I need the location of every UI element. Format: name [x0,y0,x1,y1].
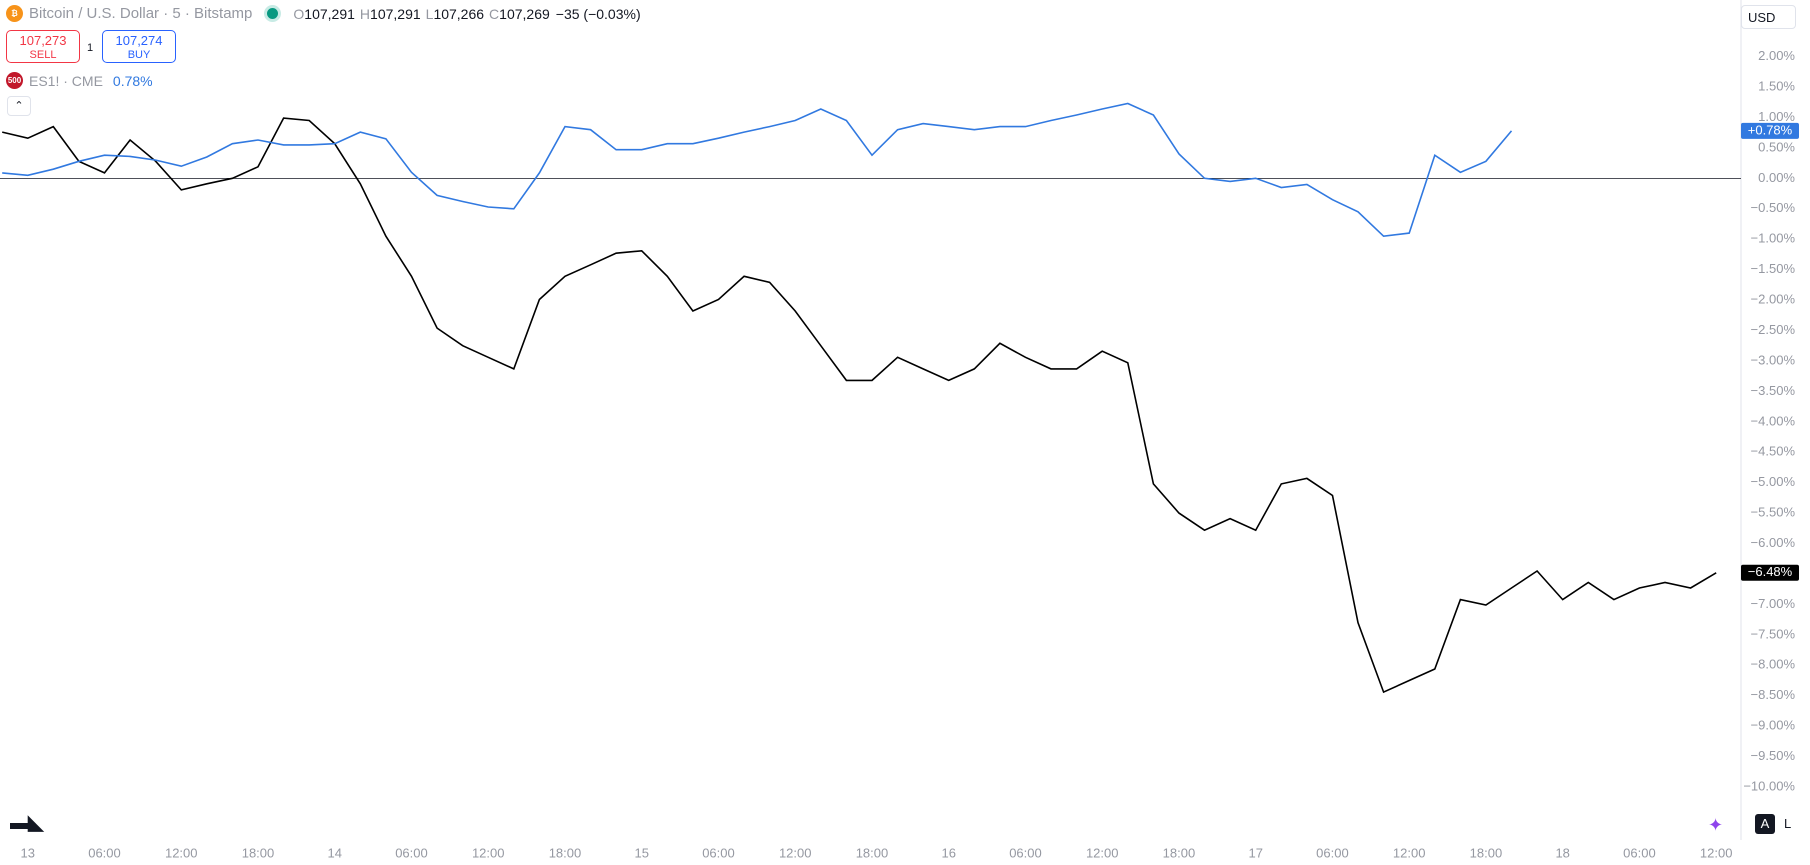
x-tick-label: 12:00 [1393,845,1426,860]
header: ₿ Bitcoin / U.S. Dollar · 5 · Bitstamp O… [6,5,641,22]
series-line [2,102,1513,238]
btc-icon: ₿ [6,5,23,22]
ohlc: O107,291 H107,291 L107,266 C107,269 [293,6,549,22]
ohlc-key: L [425,5,434,22]
legend: 500 ES1! · CME 0.78% [6,72,153,89]
x-tick-label: 13 [21,845,35,860]
buy-price: 107,274 [115,33,163,48]
log-scale[interactable]: L [1784,816,1792,831]
x-tick-label: 06:00 [1316,845,1349,860]
y-tick-label: −6.00% [1751,535,1796,550]
y-tick-label: −3.50% [1751,383,1796,398]
x-tick-label: 18:00 [1470,845,1503,860]
y-tick-label: −5.00% [1751,474,1796,489]
ohlc-value: 107,291 [370,5,421,22]
legend-name[interactable]: ES1! · CME [29,72,103,89]
y-tick-label: −0.50% [1751,200,1796,215]
symbol-title[interactable]: Bitcoin / U.S. Dollar · 5 · Bitstamp [29,5,253,22]
x-tick-label: 15 [634,845,648,860]
ohlc-value: 107,269 [499,5,550,22]
sell-price: 107,273 [19,33,67,48]
x-tick-label: 18 [1555,845,1569,860]
x-tick-label: 06:00 [702,845,735,860]
x-tick-label: 18:00 [242,845,275,860]
y-tick-label: 1.50% [1758,78,1795,93]
x-tick-label: 14 [328,845,342,860]
x-tick-label: 12:00 [1700,845,1733,860]
y-tick-label: −2.50% [1751,322,1796,337]
ohlc-item: H107,291 [360,6,421,22]
status-dot [264,5,282,22]
x-tick-label: 18:00 [1163,845,1196,860]
ohlc-item: C107,269 [489,6,550,22]
y-tick-label: −7.00% [1751,596,1796,611]
y-tick-label: 2.00% [1758,48,1795,63]
x-tick-label: 18:00 [856,845,889,860]
x-tick-label: 06:00 [1009,845,1042,860]
x-tick-label: 12:00 [1086,845,1119,860]
y-tick-label: 0.00% [1758,170,1795,185]
y-tick-label: −5.50% [1751,505,1796,520]
x-tick-label: 06:00 [395,845,428,860]
y-tick-label: −1.00% [1751,231,1796,246]
y-tick-label: −7.50% [1751,626,1796,641]
x-tick-label: 12:00 [779,845,812,860]
x-tick-label: 12:00 [472,845,505,860]
y-tick-label: −9.50% [1751,748,1796,763]
ohlc-item: L107,266 [426,6,484,22]
last-value-label: −6.48% [1748,564,1793,579]
ohlc-value: 107,291 [304,5,355,22]
x-tick-label: 18:00 [549,845,582,860]
last-value-tag [1741,122,1799,139]
spread: 1 [87,42,94,54]
ohlc-key: O [293,5,305,22]
y-tick-label: −4.50% [1751,444,1796,459]
ohlc-key: C [489,5,500,22]
sell-label: SELL [29,49,57,61]
x-tick-label: 06:00 [88,845,121,860]
last-value-label: +0.78% [1748,122,1793,137]
ohlc-item: O107,291 [293,6,355,22]
buy-button[interactable]: 107,274 BUY [102,30,176,63]
ohlc-value: 107,266 [433,5,485,22]
y-tick-label: −2.00% [1751,292,1796,307]
sell-button[interactable]: 107,273 SELL [6,30,80,63]
y-tick-label: −1.50% [1751,261,1796,276]
change: −35 (−0.03%) [555,5,641,22]
y-tick-label: −4.00% [1751,413,1796,428]
ohlc-key: H [359,5,371,22]
y-tick-label: −3.00% [1751,352,1796,367]
x-tick-label: 06:00 [1623,845,1656,860]
y-tick-label: −9.00% [1751,718,1796,733]
auto-scale[interactable]: A [1755,814,1775,834]
y-tick-label: −8.50% [1751,687,1796,702]
legend-value: 0.78% [112,72,153,89]
currency-button[interactable]: USD [1741,5,1796,29]
assistant-icon[interactable]: ✦ [1708,815,1724,835]
x-tick-label: 12:00 [165,845,198,860]
x-tick-label: 16 [941,845,955,860]
last-value-tag [1741,564,1799,581]
x-tick-label: 17 [1248,845,1262,860]
y-tick-label: 0.50% [1758,139,1795,154]
y-tick-label: −8.00% [1751,657,1796,672]
series-line [2,117,1717,694]
buy-label: BUY [127,49,151,61]
collapse-button[interactable]: ⌃ [7,96,31,116]
tv-logo[interactable]: ▬◣ [10,812,43,834]
es-icon: 500 [6,72,23,89]
y-tick-label: 1.00% [1758,109,1795,124]
y-tick-label: −10.00% [1743,778,1795,793]
